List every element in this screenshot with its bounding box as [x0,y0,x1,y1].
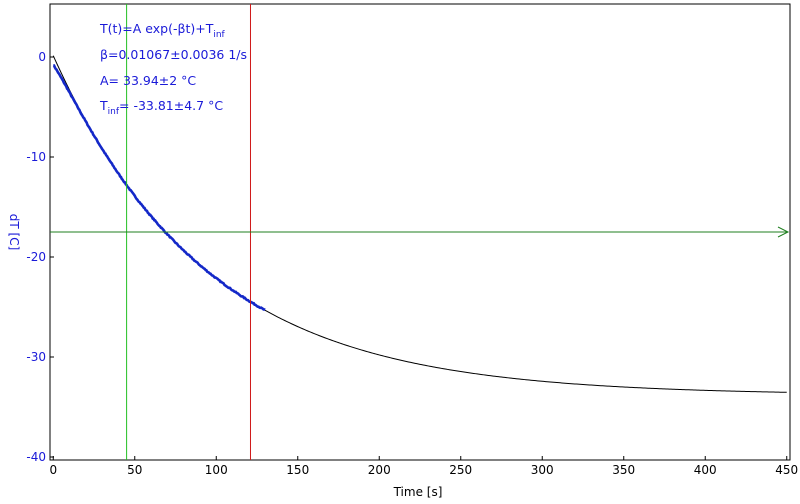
x-tick-label: 350 [612,463,635,477]
x-tick-label: 400 [694,463,717,477]
x-tick-label: 50 [127,463,142,477]
y-tick-label: 0 [38,50,46,64]
y-tick-label: -20 [26,250,46,264]
cursor-layer[interactable] [50,4,790,460]
x-tick-label: 450 [775,463,798,477]
y-tick-label: -30 [26,350,46,364]
annotation-line: T(t)=A exp(-βt)+Tinf [99,21,226,40]
series-layer [52,55,787,393]
x-tick-label: 300 [531,463,554,477]
annotation-line: β=0.01067±0.0036 1/s [100,47,247,62]
y-axis-label: dT [C] [7,214,21,251]
y-tick-label: -10 [26,150,46,164]
annotation-line: Tinf= -33.81±4.7 °C [99,98,223,117]
x-tick-label: 150 [286,463,309,477]
y-axis-ticks: 0 -10 -20 -30 -40 [26,50,54,464]
measured-series [52,64,266,311]
annotation-line: A= 33.94±2 °C [100,73,196,88]
x-tick-label: 250 [449,463,472,477]
x-tick-label: 200 [368,463,391,477]
x-tick-label: 0 [49,463,57,477]
arrow-right-icon [777,226,790,238]
y-tick-label: -40 [26,450,46,464]
x-axis-ticks: 0 50 100 150 200 250 300 350 400 450 [49,456,798,477]
x-axis-label: Time [s] [393,485,443,499]
x-tick-label: 100 [205,463,228,477]
fit-annotation: T(t)=A exp(-βt)+Tinf β=0.01067±0.0036 1/s… [99,21,247,117]
